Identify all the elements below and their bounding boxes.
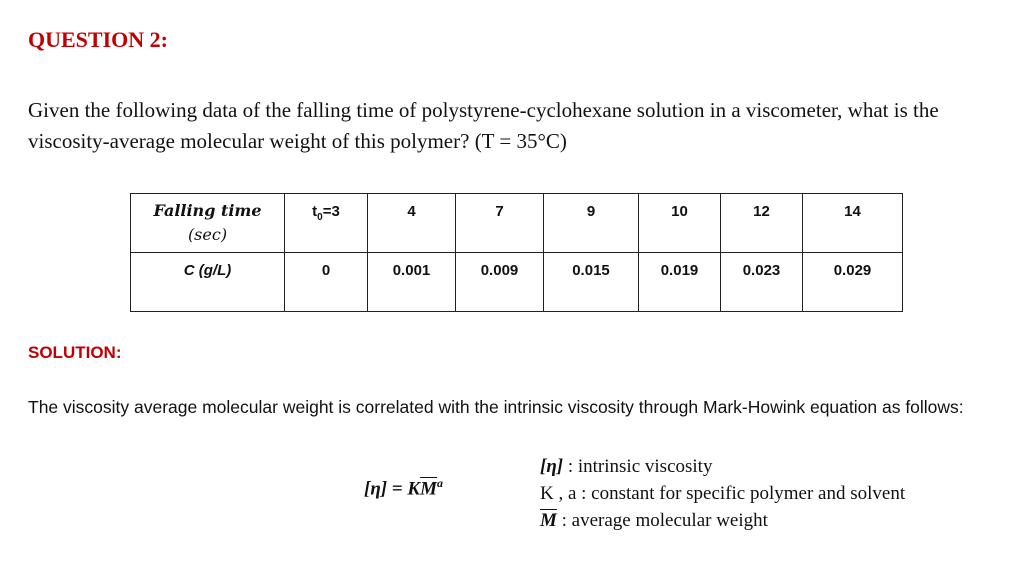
t0-label: t (312, 203, 318, 220)
mark-houwink-equation: [η] = KMa (364, 476, 443, 500)
def-k-desc: : constant for specific polymer and solv… (576, 483, 906, 504)
def-eta-desc: : intrinsic viscosity (563, 456, 713, 477)
question-text: Given the following data of the falling … (28, 98, 939, 153)
eq-k: K (407, 478, 421, 500)
table-cell: 0.009 (455, 252, 544, 312)
def-k-symbol: K , a (540, 483, 577, 504)
table-cell: 7 (455, 193, 544, 253)
table-row-concentration: C (g/L) 0 0.001 0.009 0.015 0.019 0.023 … (130, 252, 903, 312)
table-cell: 0 (284, 252, 368, 312)
eq-a: a (437, 476, 444, 490)
table-cell: 0.015 (543, 252, 639, 312)
concentration-header: C (g/L) (130, 252, 285, 312)
table-cell: 0.001 (367, 252, 456, 312)
definitions: [η] : intrinsic viscosity K , a : consta… (540, 453, 905, 534)
table-cell: 14 (802, 193, 903, 253)
def-k: K , a : constant for specific polymer an… (540, 480, 905, 507)
falling-time-label: Falling time (153, 201, 262, 220)
t0-cell: t0=3 (284, 193, 368, 253)
falling-time-header: Falling time (sec) (130, 193, 285, 253)
table-cell: 0.023 (720, 252, 803, 312)
falling-time-unit: (sec) (187, 225, 228, 244)
table-cell: 12 (720, 193, 803, 253)
table-cell: 9 (543, 193, 639, 253)
def-eta: [η] : intrinsic viscosity (540, 453, 905, 480)
table-cell: 10 (638, 193, 721, 253)
question-title: QUESTION 2: (28, 27, 168, 52)
def-eta-symbol: [η] (540, 456, 564, 477)
eq-lhs: [η] (364, 478, 388, 500)
solution-title: SOLUTION: (28, 343, 122, 362)
def-m-desc: : average molecular weight (556, 510, 768, 531)
table-cell: 0.029 (802, 252, 903, 312)
def-m: M : average molecular weight (540, 507, 905, 534)
eq-equals: = (387, 478, 408, 500)
solution-text: The viscosity average molecular weight i… (28, 397, 964, 417)
t0-sub: 0 (317, 212, 323, 223)
def-m-symbol: M (540, 510, 557, 531)
data-table: Falling time (sec) t0=3 4 7 9 10 12 14 C… (130, 193, 903, 312)
eq-m: M (420, 478, 438, 500)
table-cell: 0.019 (638, 252, 721, 312)
table-row-falling-time: Falling time (sec) t0=3 4 7 9 10 12 14 (130, 193, 903, 253)
table-cell: 4 (367, 193, 456, 253)
t0-value: =3 (322, 203, 340, 220)
